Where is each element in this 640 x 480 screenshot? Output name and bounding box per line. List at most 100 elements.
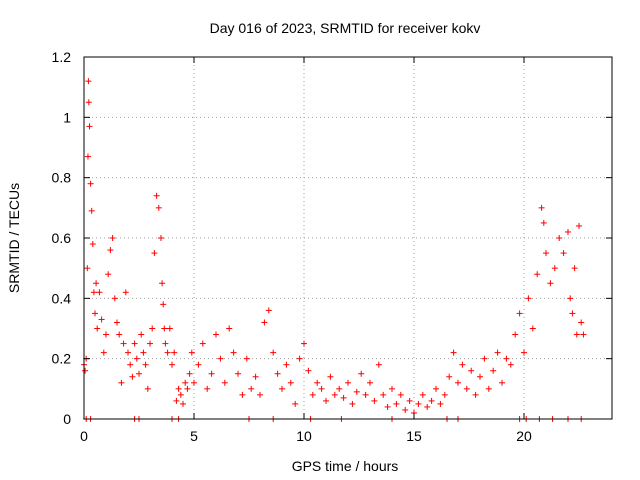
data-point — [147, 340, 153, 347]
data-point — [525, 295, 532, 302]
data-point — [380, 391, 387, 398]
data-point — [171, 349, 178, 356]
data-point — [195, 361, 202, 368]
data-point — [567, 295, 574, 302]
data-point — [481, 355, 488, 362]
data-point — [503, 355, 510, 362]
data-point — [512, 331, 519, 338]
x-tick-label: 5 — [190, 428, 198, 444]
data-point — [353, 388, 360, 395]
data-point — [571, 265, 578, 272]
data-point — [331, 391, 338, 398]
data-point — [161, 325, 168, 332]
data-point — [186, 370, 193, 377]
data-point — [485, 385, 492, 392]
data-point — [116, 331, 123, 338]
data-point — [375, 361, 382, 368]
data-point — [88, 207, 95, 214]
data-point — [441, 391, 448, 398]
data-point — [93, 280, 100, 287]
y-tick-label: 1 — [63, 109, 71, 125]
data-point — [576, 222, 582, 229]
data-point — [96, 289, 103, 296]
data-point — [133, 355, 140, 362]
data-point — [494, 349, 501, 356]
data-point — [529, 325, 536, 332]
data-point — [144, 385, 151, 392]
data-point — [318, 385, 325, 392]
y-tick-label: 1.2 — [52, 49, 72, 65]
data-point — [162, 340, 169, 347]
data-point — [243, 355, 250, 362]
x-tick-label: 10 — [296, 428, 312, 444]
data-point — [131, 340, 138, 347]
data-point — [543, 250, 549, 257]
data-points — [81, 78, 587, 422]
data-point — [265, 307, 272, 314]
data-point — [248, 385, 255, 392]
data-point — [188, 349, 195, 356]
data-point — [164, 349, 171, 356]
y-axis-label: SRMTID / TECUs — [6, 183, 22, 293]
data-point — [127, 361, 134, 368]
data-point — [184, 385, 191, 392]
data-point — [565, 228, 571, 235]
data-point — [125, 349, 131, 356]
data-point — [199, 340, 206, 347]
data-point — [191, 379, 197, 386]
data-point — [82, 367, 89, 374]
data-point — [279, 385, 285, 392]
data-point — [580, 331, 587, 338]
data-point — [283, 361, 290, 368]
data-point — [569, 310, 576, 317]
data-point — [155, 204, 162, 211]
data-point — [384, 403, 391, 410]
data-point — [450, 349, 457, 356]
data-point — [84, 265, 91, 272]
data-point — [428, 397, 435, 404]
data-point — [166, 325, 173, 332]
data-point — [389, 385, 395, 392]
data-point — [402, 406, 409, 413]
data-point — [540, 219, 547, 226]
data-point — [153, 192, 160, 199]
data-point — [182, 379, 189, 386]
data-point — [149, 325, 156, 332]
data-point — [118, 379, 125, 386]
data-point — [507, 361, 514, 368]
data-point — [358, 370, 365, 377]
data-point — [345, 379, 351, 386]
data-point — [397, 391, 404, 398]
data-point — [406, 397, 413, 404]
y-tick-label: 0 — [63, 411, 71, 427]
data-point — [490, 367, 497, 374]
data-point — [323, 397, 329, 404]
data-point — [499, 379, 505, 386]
data-point — [158, 235, 164, 241]
data-point — [367, 379, 373, 386]
data-point — [103, 331, 109, 338]
data-point — [159, 280, 166, 287]
data-point — [111, 295, 118, 302]
data-point — [109, 235, 116, 241]
data-point — [477, 373, 483, 380]
data-point — [98, 316, 105, 323]
data-point — [257, 391, 263, 398]
data-point — [349, 400, 356, 407]
y-tick-label: 0.8 — [52, 170, 72, 186]
data-point — [85, 99, 92, 106]
data-point — [556, 235, 563, 241]
data-point — [208, 370, 215, 377]
data-point — [122, 289, 129, 296]
data-point — [239, 391, 246, 398]
data-point — [175, 385, 182, 392]
data-point — [446, 373, 453, 380]
axis-ticks: 0 5 10 15 20 0 0.2 0.4 0.6 0.8 1 1.2 — [52, 49, 612, 444]
data-point — [362, 391, 369, 398]
data-point — [534, 271, 541, 278]
data-point — [287, 379, 294, 386]
data-point — [437, 400, 444, 407]
data-point — [213, 331, 219, 338]
data-point — [142, 361, 149, 368]
data-point — [85, 78, 92, 85]
